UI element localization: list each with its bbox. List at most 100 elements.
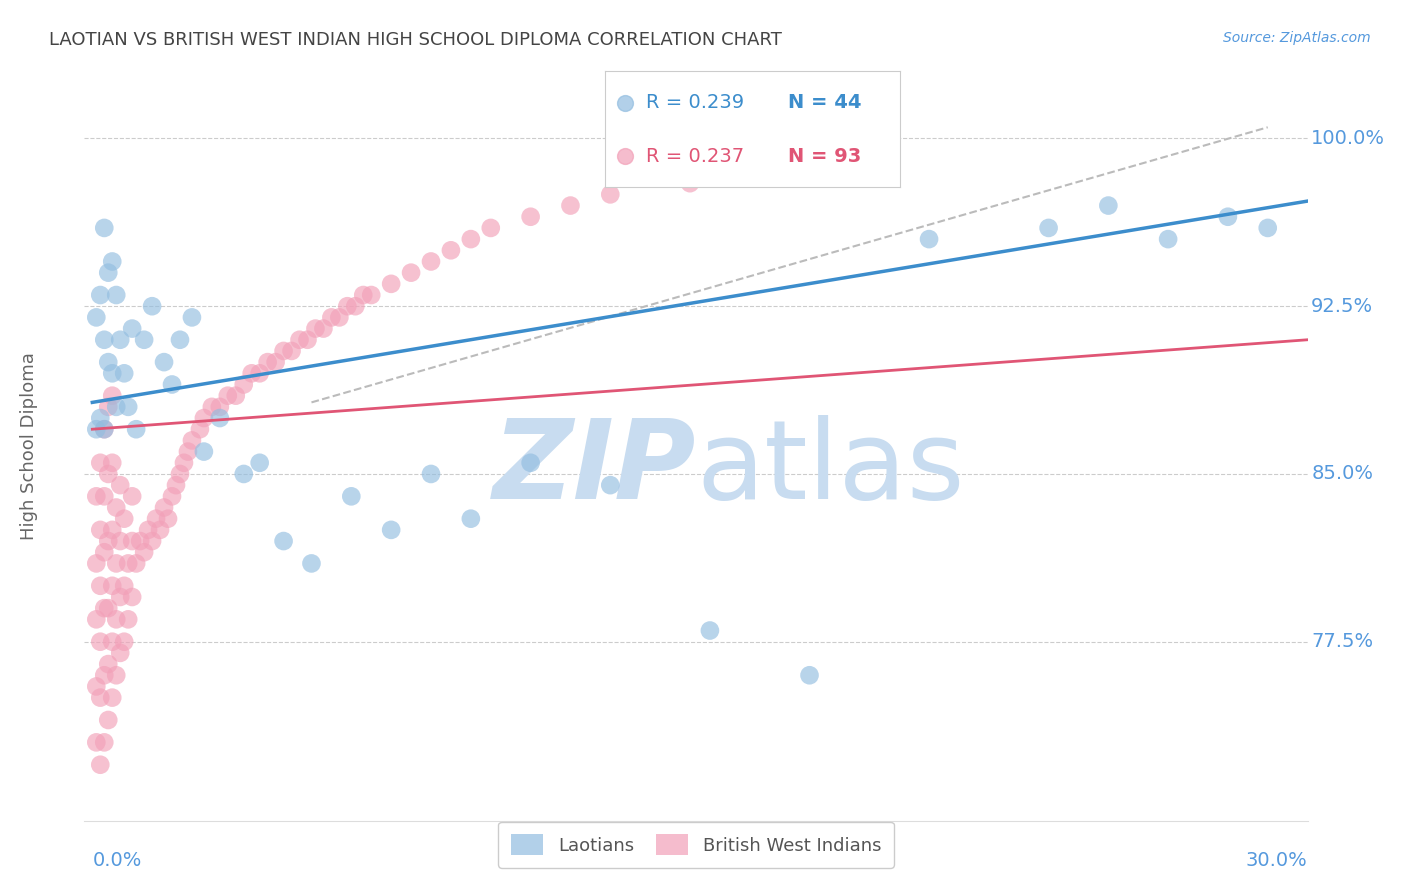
Point <box>89 411 111 425</box>
Point <box>112 367 135 381</box>
Point <box>136 523 159 537</box>
Point <box>105 668 128 682</box>
Point <box>181 434 204 448</box>
Point <box>105 500 128 515</box>
Point <box>232 377 254 392</box>
Point <box>134 545 156 559</box>
Point <box>117 400 139 414</box>
Point <box>149 523 172 537</box>
Point <box>420 254 443 268</box>
Point <box>112 511 135 525</box>
Point <box>280 343 302 358</box>
Point <box>89 579 111 593</box>
Text: N = 93: N = 93 <box>787 146 860 166</box>
Text: N = 44: N = 44 <box>787 93 860 112</box>
Point <box>699 624 721 638</box>
Point <box>256 355 278 369</box>
Point <box>93 422 115 436</box>
Point <box>101 523 124 537</box>
Point <box>101 690 124 705</box>
Point <box>352 288 374 302</box>
Text: R = 0.239: R = 0.239 <box>645 93 744 112</box>
Point <box>86 680 108 694</box>
Point <box>105 557 128 571</box>
Point <box>97 657 120 671</box>
Point <box>249 367 271 381</box>
Point <box>560 198 582 212</box>
Point <box>460 511 482 525</box>
Point <box>340 489 363 503</box>
Point <box>288 333 311 347</box>
Point <box>1097 198 1119 212</box>
Point <box>93 735 115 749</box>
Point <box>105 288 128 302</box>
Point <box>89 288 111 302</box>
Point <box>141 299 163 313</box>
Point <box>86 612 108 626</box>
Point <box>117 612 139 626</box>
Point <box>312 321 335 335</box>
Point <box>177 444 200 458</box>
Point <box>89 523 111 537</box>
Point <box>208 400 231 414</box>
Point <box>519 210 541 224</box>
Point <box>249 456 271 470</box>
Text: 100.0%: 100.0% <box>1312 129 1385 148</box>
Point <box>145 511 167 525</box>
Text: atlas: atlas <box>696 415 965 522</box>
Point <box>110 590 132 604</box>
Point <box>336 299 359 313</box>
Point <box>86 310 108 325</box>
Point <box>304 321 326 335</box>
Point <box>93 221 115 235</box>
Point <box>165 478 187 492</box>
Point <box>217 389 239 403</box>
Point <box>1157 232 1180 246</box>
Point <box>273 343 295 358</box>
Point <box>1216 210 1239 224</box>
Point <box>188 422 211 436</box>
Point <box>86 489 108 503</box>
Point <box>121 321 143 335</box>
Point <box>1257 221 1279 235</box>
Point <box>173 456 195 470</box>
Point <box>110 333 132 347</box>
Text: ZIP: ZIP <box>492 415 696 522</box>
Point <box>86 557 108 571</box>
Point <box>93 333 115 347</box>
Point <box>264 355 287 369</box>
Point <box>225 389 247 403</box>
Point <box>918 232 941 246</box>
Point <box>273 534 295 549</box>
Point <box>301 557 323 571</box>
Point <box>153 355 176 369</box>
Point <box>599 478 621 492</box>
Point <box>297 333 319 347</box>
Point <box>201 400 224 414</box>
Point <box>208 411 231 425</box>
Point <box>86 735 108 749</box>
Point <box>112 634 135 648</box>
Point <box>97 713 120 727</box>
Point <box>101 456 124 470</box>
Point <box>344 299 367 313</box>
Point <box>799 668 821 682</box>
Point <box>97 534 120 549</box>
Point <box>125 557 148 571</box>
Point <box>97 266 120 280</box>
Point <box>97 400 120 414</box>
Point <box>153 500 176 515</box>
Text: 30.0%: 30.0% <box>1246 851 1308 871</box>
Text: LAOTIAN VS BRITISH WEST INDIAN HIGH SCHOOL DIPLOMA CORRELATION CHART: LAOTIAN VS BRITISH WEST INDIAN HIGH SCHO… <box>49 31 782 49</box>
Point <box>193 444 215 458</box>
Point <box>110 478 132 492</box>
Point <box>110 534 132 549</box>
Point <box>121 590 143 604</box>
Point <box>169 467 191 481</box>
Point <box>125 422 148 436</box>
Point <box>360 288 382 302</box>
Text: 77.5%: 77.5% <box>1312 632 1374 651</box>
Point <box>101 367 124 381</box>
Point <box>181 310 204 325</box>
Point <box>121 489 143 503</box>
